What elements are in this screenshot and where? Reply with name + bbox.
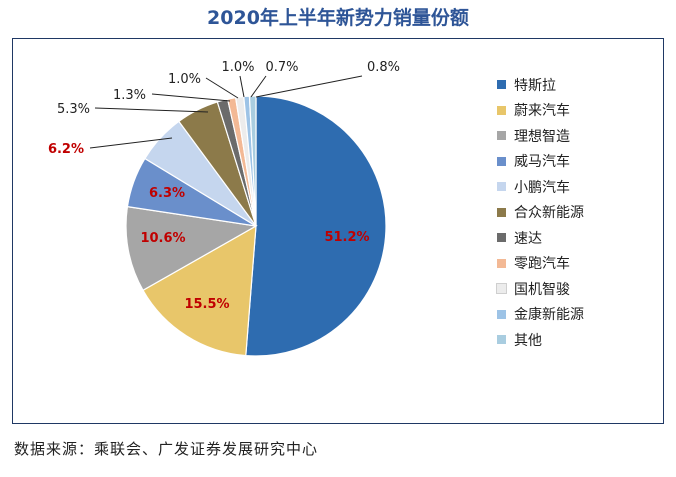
legend-swatch: [497, 233, 506, 243]
legend-swatch: [497, 105, 506, 115]
legend-item-4: 威马汽车: [497, 149, 657, 175]
legend-swatch: [496, 283, 507, 295]
data-label-7: 1.3%: [113, 88, 146, 103]
legend-swatch: [497, 131, 506, 141]
legend-label: 其他: [514, 332, 542, 349]
chart-legend: 特斯拉蔚来汽车理想智造威马汽车小鹏汽车合众新能源速达零跑汽车国机智骏金康新能源其…: [496, 72, 657, 353]
leader-line-9: [239, 75, 245, 98]
leader-line-7: [151, 93, 231, 102]
pie-slice-3: [125, 205, 258, 292]
legend-item-7: 速达: [497, 225, 657, 251]
data-label-1: 51.2%: [324, 230, 369, 245]
legend-label: 特斯拉: [514, 77, 556, 94]
legend-label: 速达: [514, 230, 542, 247]
legend-item-6: 合众新能源: [497, 200, 657, 226]
legend-item-11: 其他: [497, 327, 657, 353]
legend-label: 理想智造: [514, 128, 570, 145]
legend-label: 国机智骏: [514, 281, 570, 298]
legend-item-9: 国机智骏: [496, 276, 657, 302]
pie-slice-2: [142, 224, 257, 357]
legend-item-1: 特斯拉: [497, 72, 657, 98]
legend-label: 蔚来汽车: [514, 103, 570, 120]
legend-swatch: [497, 156, 506, 166]
legend-label: 金康新能源: [514, 307, 584, 324]
data-label-5: 6.2%: [48, 142, 84, 157]
legend-swatch: [497, 182, 506, 192]
legend-label: 零跑汽车: [514, 256, 570, 273]
legend-item-5: 小鹏汽车: [497, 174, 657, 200]
legend-item-10: 金康新能源: [497, 302, 657, 328]
data-label-11: 0.8%: [367, 60, 400, 75]
leader-line-8: [205, 77, 239, 99]
data-label-3: 10.6%: [140, 231, 185, 246]
legend-swatch: [497, 309, 506, 319]
data-label-4: 6.3%: [149, 186, 185, 201]
legend-swatch: [497, 207, 506, 217]
chart-title: 2020年上半年新势力销量份额: [207, 7, 469, 29]
legend-label: 威马汽车: [514, 154, 570, 171]
leader-line-10: [250, 75, 267, 98]
legend-swatch: [497, 80, 506, 90]
source-note: 数据来源：乘联会、广发证券发展研究中心: [14, 440, 319, 458]
data-label-2: 15.5%: [184, 297, 229, 312]
leader-line-5: [89, 137, 173, 149]
chart-frame: [12, 38, 664, 424]
pie-slice-1: [245, 95, 387, 357]
legend-swatch: [497, 258, 506, 268]
legend-item-2: 蔚来汽车: [497, 98, 657, 124]
data-label-6: 5.3%: [57, 102, 90, 117]
legend-swatch: [497, 335, 506, 345]
legend-item-8: 零跑汽车: [497, 251, 657, 277]
data-label-10: 0.7%: [265, 60, 298, 75]
data-label-9: 1.0%: [221, 60, 254, 75]
leader-line-6: [94, 107, 209, 113]
pie-slice-11: [248, 95, 257, 227]
legend-label: 合众新能源: [514, 205, 584, 222]
leader-line-11: [255, 75, 363, 98]
legend-item-3: 理想智造: [497, 123, 657, 149]
data-label-8: 1.0%: [168, 72, 201, 87]
legend-label: 小鹏汽车: [514, 179, 570, 196]
